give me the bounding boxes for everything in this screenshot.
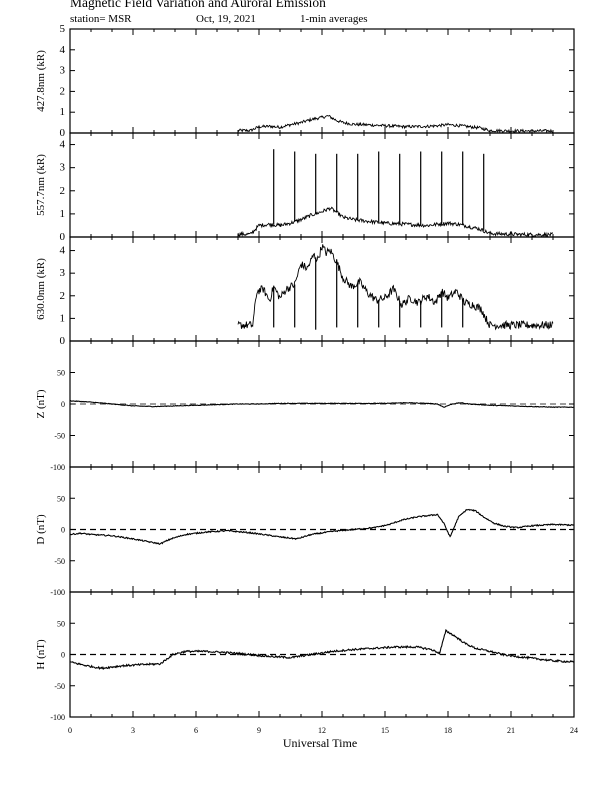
panel-5: -100 -50 0 50 D (nT) [35, 466, 575, 597]
y-tick-label: 4 [60, 44, 66, 56]
panel-2: 0 1 2 3 4 557.7nm (kR) [35, 132, 575, 243]
y-tick-label: 4 [60, 139, 66, 151]
y-tick-label: 1 [60, 312, 66, 324]
series-line [69, 400, 575, 409]
panel-frame [69, 236, 575, 342]
x-tick-label: 21 [507, 726, 515, 735]
y-axis-label: H (nT) [35, 639, 47, 670]
y-tick-label: 4 [60, 245, 66, 257]
panel-1: 0 1 2 3 4 5 427.8nm (kR) [35, 23, 575, 139]
y-tick-label: 1 [60, 208, 66, 220]
y-tick-label: 2 [60, 290, 66, 302]
y-tick-label: -100 [50, 713, 65, 722]
y-tick-label: 0 [60, 127, 66, 139]
y-tick-label: -50 [54, 432, 65, 441]
y-axis-label: 427.8nm (kR) [35, 50, 47, 112]
y-tick-label: -100 [50, 588, 65, 597]
y-tick-label: 2 [60, 85, 66, 97]
y-tick-label: 1 [60, 106, 66, 118]
averaging-label: 1-min averages [300, 13, 368, 25]
x-tick-label: 24 [570, 726, 578, 735]
y-tick-label: 0 [61, 651, 65, 660]
panel-3: 0 1 2 3 4 630.0nm (kR) [35, 236, 575, 347]
panel-6: -100 -50 0 50 H (nT) [35, 591, 575, 722]
panel-frame [69, 132, 575, 238]
y-tick-label: 0 [60, 335, 66, 347]
y-tick-label: -50 [54, 557, 65, 566]
y-tick-label: 0 [60, 231, 66, 243]
chart-title: Magnetic Field Variation and Auroral Emi… [70, 0, 326, 10]
x-axis-label: Universal Time [283, 736, 357, 750]
y-axis-label: Z (nT) [35, 389, 47, 418]
y-axis-label: D (nT) [35, 514, 47, 545]
series-line [237, 244, 554, 331]
date-label: Oct, 19, 2021 [196, 13, 256, 25]
station-label: station= MSR [70, 13, 132, 25]
y-tick-label: 0 [61, 400, 65, 409]
panel-4: -100 -50 0 50 Z (nT) [35, 340, 575, 472]
y-tick-label: -50 [54, 682, 65, 691]
x-tick-label: 3 [131, 726, 135, 735]
series-line [237, 114, 554, 134]
x-tick-label: 0 [68, 726, 72, 735]
y-tick-label: 2 [60, 185, 66, 197]
series-line [237, 206, 554, 238]
y-tick-label: 0 [61, 526, 65, 535]
y-tick-label: 50 [57, 369, 65, 378]
y-tick-label: 5 [60, 23, 66, 35]
y-tick-label: 3 [60, 162, 66, 174]
series-line [69, 628, 575, 671]
y-axis-label: 557.7nm (kR) [35, 154, 47, 216]
y-tick-label: 50 [57, 494, 65, 503]
series-line [69, 508, 575, 545]
x-tick-label: 18 [444, 726, 452, 735]
x-tick-label: 9 [257, 726, 261, 735]
x-tick-label: 12 [318, 726, 326, 735]
y-axis-label: 630.0nm (kR) [35, 258, 47, 320]
y-tick-label: -100 [50, 463, 65, 472]
y-tick-label: 3 [60, 65, 66, 77]
x-tick-label: 15 [381, 726, 389, 735]
x-tick-label: 6 [194, 726, 198, 735]
y-tick-label: 3 [60, 267, 66, 279]
y-tick-label: 50 [57, 619, 65, 628]
